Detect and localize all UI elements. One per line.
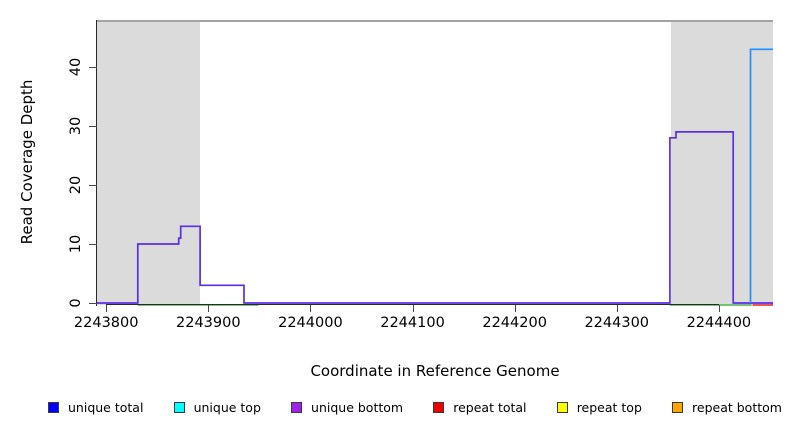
plot-area xyxy=(97,20,773,306)
x-axis-line xyxy=(106,304,719,305)
legend-swatch-icon xyxy=(433,402,445,413)
y-tick-label: 30 xyxy=(68,116,84,136)
y-tick xyxy=(89,67,97,68)
y-tick xyxy=(89,126,97,127)
series-layer xyxy=(97,48,773,306)
x-tick-label: 2243800 xyxy=(73,315,139,331)
x-tick xyxy=(718,305,720,312)
y-tick-label: 40 xyxy=(68,57,84,77)
x-tick-label: 2244000 xyxy=(278,315,343,331)
legend: unique total unique top unique bottom repea… xyxy=(48,400,782,415)
x-tick-label: 2244300 xyxy=(584,315,650,331)
y-tick-label: 0 xyxy=(68,298,84,308)
x-tick-label: 2244400 xyxy=(686,315,752,331)
plot-top-rule xyxy=(97,20,773,22)
x-tick xyxy=(106,305,108,312)
y-tick-label: 20 xyxy=(68,175,84,195)
legend-item-repeat-bottom: repeat bottom xyxy=(672,400,782,415)
legend-item-unique-top: unique top xyxy=(173,400,261,415)
x-tick xyxy=(616,305,618,312)
legend-swatch-icon xyxy=(173,402,185,413)
y-tick xyxy=(89,303,97,304)
y-tick-label: 10 xyxy=(68,234,84,254)
legend-label: unique top xyxy=(193,400,261,415)
y-axis-line xyxy=(96,20,97,306)
x-tick-label: 2244100 xyxy=(380,315,445,331)
legend-label: repeat bottom xyxy=(692,400,782,415)
legend-label: repeat top xyxy=(576,400,642,415)
legend-label: repeat total xyxy=(453,400,527,415)
y-tick xyxy=(89,185,97,186)
legend-item-unique-total: unique total xyxy=(48,400,143,415)
legend-swatch-icon xyxy=(291,402,303,413)
y-tick xyxy=(89,244,97,245)
series-unique-bottom-and-total xyxy=(97,131,773,304)
x-tick xyxy=(514,305,516,312)
legend-item-repeat-total: repeat total xyxy=(433,400,527,415)
x-tick-label: 2244200 xyxy=(482,315,547,331)
x-tick-label: 2243900 xyxy=(176,315,241,331)
x-axis-title: Coordinate in Reference Genome xyxy=(310,362,560,380)
series-unique-top-and-total xyxy=(749,48,773,303)
y-axis-title: Read Coverage Depth xyxy=(18,79,36,245)
x-tick xyxy=(412,305,414,312)
x-tick xyxy=(310,305,312,312)
repeat-region-shade xyxy=(670,20,773,305)
legend-label: unique bottom xyxy=(311,400,404,415)
legend-swatch-icon xyxy=(672,402,684,413)
legend-item-unique-bottom: unique bottom xyxy=(291,400,403,415)
legend-swatch-icon xyxy=(48,402,59,413)
x-tick xyxy=(208,305,210,312)
legend-swatch-icon xyxy=(556,402,568,413)
legend-label: unique total xyxy=(68,400,144,415)
legend-item-repeat-top: repeat top xyxy=(556,400,642,415)
repeat-region-shade xyxy=(97,20,201,305)
